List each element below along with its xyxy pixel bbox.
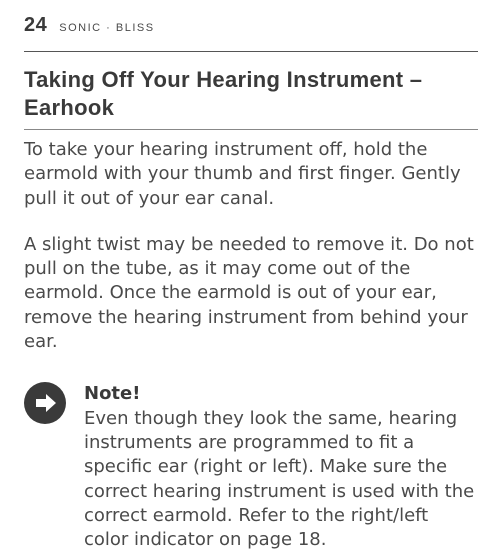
paragraph-2: A slight twist may be needed to remove i… <box>24 233 478 354</box>
title-underline <box>24 129 478 130</box>
page-container: 24 SONIC · BLISS Taking Off Your Hearing… <box>0 0 502 552</box>
brand-line: SONIC · BLISS <box>59 22 154 34</box>
header-rule <box>24 51 478 52</box>
note-callout: Note! Even though they look the same, he… <box>24 382 478 552</box>
arrow-right-circle-icon <box>24 382 66 424</box>
note-body: Even though they look the same, hearing … <box>84 408 474 550</box>
page-number: 24 <box>24 14 47 37</box>
note-text-block: Note! Even though they look the same, he… <box>84 382 478 552</box>
section-title: Taking Off Your Hearing Instrument – Ear… <box>24 66 478 121</box>
note-label: Note! <box>84 383 140 404</box>
running-header: 24 SONIC · BLISS <box>24 14 478 37</box>
body-text: To take your hearing instrument off, hol… <box>24 138 478 354</box>
paragraph-1: To take your hearing instrument off, hol… <box>24 138 478 211</box>
